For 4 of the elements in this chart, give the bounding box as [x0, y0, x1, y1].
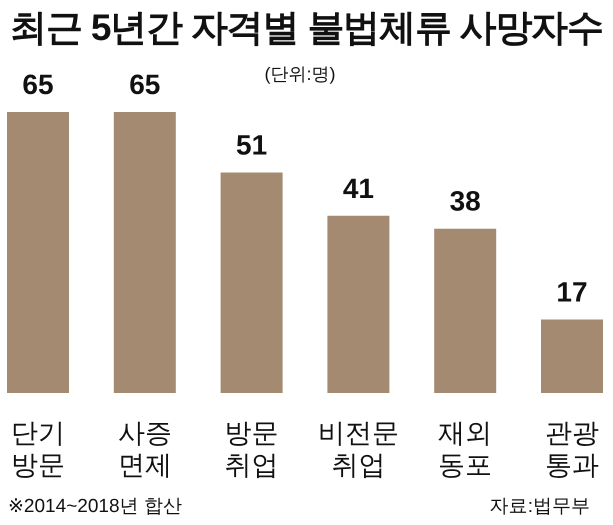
subtitle: (단위:명): [264, 64, 336, 84]
title: 최근 5년간 자격별 불법체류 사망자수: [10, 7, 603, 48]
annotation: ※2014~2018년 합산: [8, 496, 182, 517]
annotation: 자료:법무부: [490, 496, 590, 517]
